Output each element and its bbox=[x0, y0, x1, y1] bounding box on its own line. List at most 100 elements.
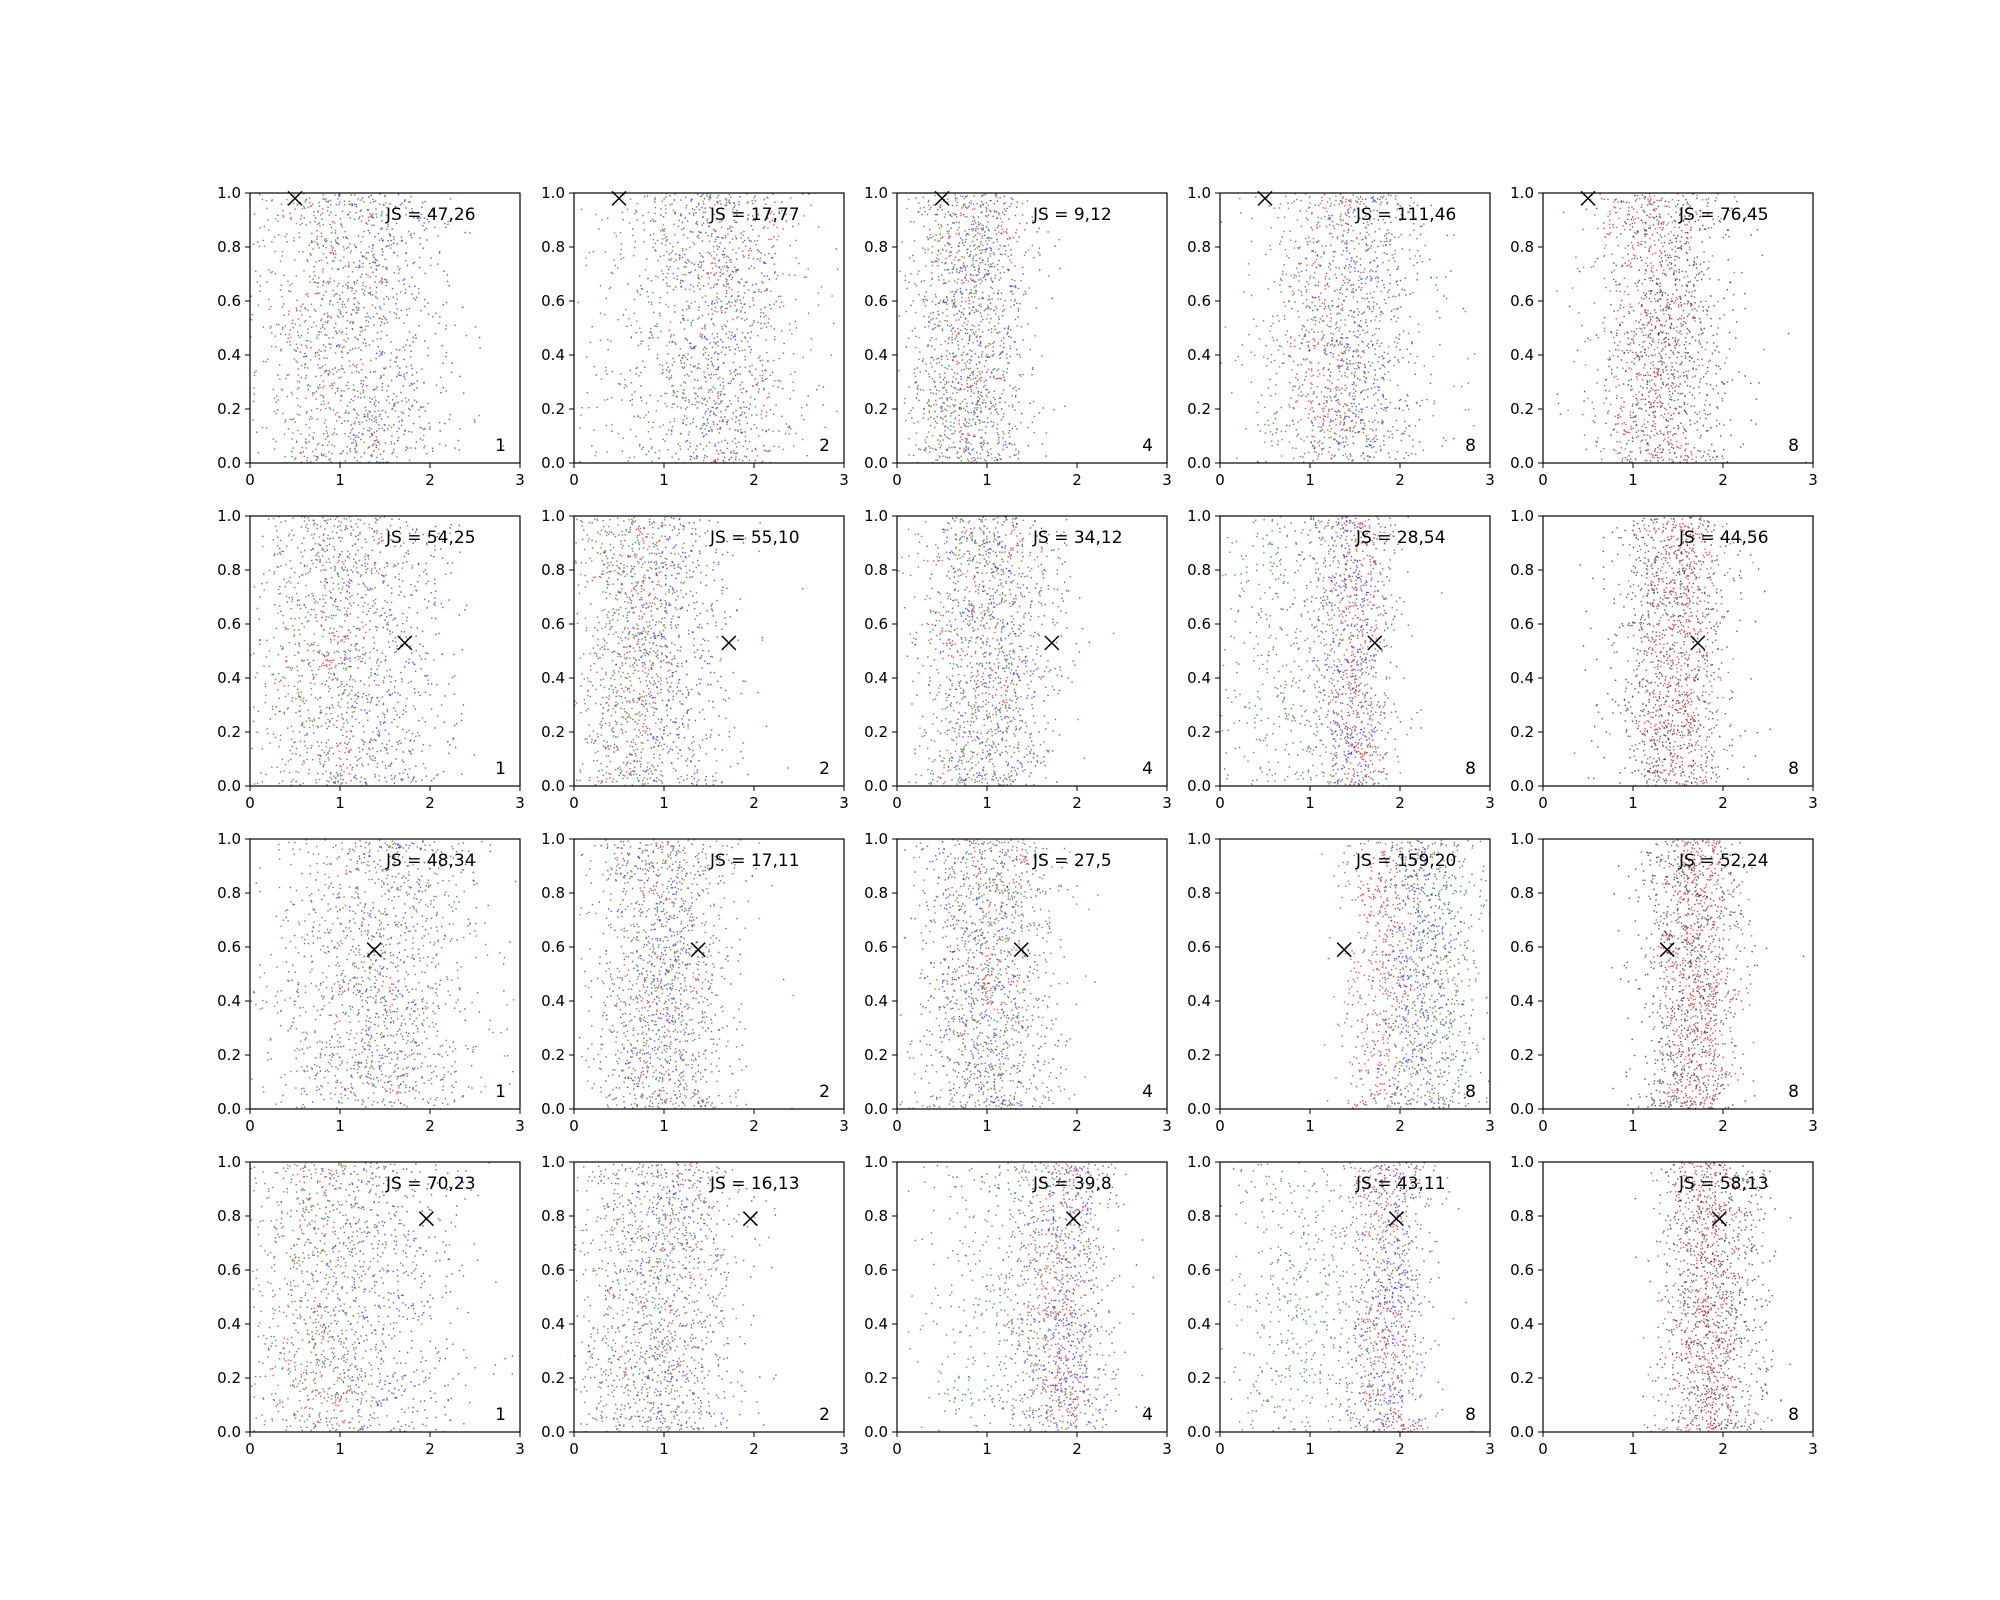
y-tick-label: 0.2 bbox=[1187, 1369, 1211, 1387]
x-tick-label: 0 bbox=[892, 794, 902, 812]
y-tick-label: 0.8 bbox=[541, 561, 565, 579]
scatter-points-blue bbox=[578, 839, 785, 1109]
y-tick-label: 0.0 bbox=[541, 1423, 565, 1441]
x-tick-label: 1 bbox=[982, 794, 992, 812]
axes-frame bbox=[1542, 515, 1814, 787]
x-tick-label: 1 bbox=[982, 1440, 992, 1458]
y-tick-label: 0.2 bbox=[864, 1369, 888, 1387]
cross-marker bbox=[1580, 190, 1596, 206]
scatter-points-red bbox=[251, 839, 501, 1109]
x-tick-label: 0 bbox=[1538, 471, 1548, 489]
x-tick-label: 2 bbox=[1718, 1440, 1728, 1458]
y-tick-label: 0.4 bbox=[1187, 992, 1211, 1010]
y-tick-label: 0.8 bbox=[1510, 884, 1534, 902]
x-tick-label: 0 bbox=[1215, 1440, 1225, 1458]
scatter-points-green bbox=[574, 1163, 777, 1432]
scatter-panel-r1-c1: 0 1 2 3 0.0 0.2 0.4 0.6 0.8 1.0 JS = 47,26 1 bbox=[217, 184, 525, 489]
x-tick-label: 1 bbox=[335, 1117, 345, 1135]
point-cloud bbox=[899, 839, 1099, 1109]
scatter-points-black bbox=[1573, 516, 1771, 786]
point-cloud bbox=[250, 193, 504, 463]
y-tick-label: 0.4 bbox=[541, 1315, 565, 1333]
scatter-points-red bbox=[599, 193, 839, 463]
y-tick-label: 0.2 bbox=[1187, 400, 1211, 418]
axes-frame bbox=[249, 838, 521, 1110]
x-tick-label: 1 bbox=[1628, 1440, 1638, 1458]
point-cloud bbox=[1556, 193, 1807, 463]
x-tick-label: 1 bbox=[1628, 471, 1638, 489]
x-tick-label: 2 bbox=[749, 794, 759, 812]
corner-label: 8 bbox=[1788, 436, 1799, 456]
js-label: JS = 47,26 bbox=[385, 205, 476, 225]
y-tick-label: 0.8 bbox=[1187, 561, 1211, 579]
scatter-points-blue bbox=[253, 840, 517, 1109]
scatter-points-green bbox=[1220, 516, 1409, 785]
y-tick-label: 0.6 bbox=[1510, 1261, 1534, 1279]
y-tick-label: 0.6 bbox=[1187, 938, 1211, 956]
point-cloud bbox=[898, 193, 1066, 463]
corner-label: 1 bbox=[495, 1082, 506, 1102]
scatter-points-blue bbox=[899, 839, 1068, 1108]
point-cloud bbox=[574, 1162, 777, 1432]
scatter-points-green bbox=[1220, 1162, 1473, 1432]
x-tick-label: 0 bbox=[1215, 1117, 1225, 1135]
axes-frame bbox=[1542, 1161, 1814, 1433]
y-tick-label: 0.2 bbox=[1187, 1046, 1211, 1064]
x-tick-label: 2 bbox=[749, 1440, 759, 1458]
scatter-panel-r3-c4: 0 1 2 3 0.0 0.2 0.4 0.6 0.8 1.0 JS = 159,20 8 bbox=[1187, 830, 1495, 1135]
corner-label: 2 bbox=[819, 759, 830, 779]
scatter-panel-r4-c3: 0 1 2 3 0.0 0.2 0.4 0.6 0.8 1.0 JS = 39,8 4 bbox=[864, 1153, 1172, 1458]
x-tick-label: 2 bbox=[1072, 1117, 1082, 1135]
cross-marker bbox=[1690, 635, 1706, 651]
x-tick-label: 3 bbox=[839, 794, 849, 812]
y-tick-label: 1.0 bbox=[1187, 184, 1211, 202]
point-cloud bbox=[1321, 839, 1490, 1109]
x-tick-label: 1 bbox=[659, 471, 669, 489]
point-cloud bbox=[1220, 516, 1443, 786]
x-tick-label: 0 bbox=[1538, 794, 1548, 812]
cross-marker bbox=[1336, 942, 1352, 958]
y-tick-label: 0.2 bbox=[541, 723, 565, 741]
point-cloud bbox=[578, 839, 794, 1109]
x-tick-label: 1 bbox=[1305, 794, 1315, 812]
scatter-points-green bbox=[574, 516, 734, 786]
y-tick-label: 0.8 bbox=[1187, 238, 1211, 256]
scatter-points-red bbox=[579, 839, 794, 1109]
corner-label: 4 bbox=[1142, 1405, 1153, 1425]
scatter-points-red bbox=[1262, 193, 1402, 460]
scatter-points-green bbox=[898, 194, 1050, 463]
x-tick-label: 1 bbox=[1628, 1117, 1638, 1135]
x-tick-label: 3 bbox=[1808, 794, 1818, 812]
cross-marker bbox=[397, 635, 413, 651]
point-cloud bbox=[574, 516, 804, 786]
y-tick-label: 1.0 bbox=[864, 184, 888, 202]
y-tick-label: 0.8 bbox=[1187, 884, 1211, 902]
scatter-points-blue bbox=[898, 516, 1090, 786]
y-tick-label: 1.0 bbox=[217, 507, 241, 525]
js-label: JS = 39,8 bbox=[1032, 1174, 1112, 1194]
y-tick-label: 0.6 bbox=[864, 1261, 888, 1279]
scatter-points-green bbox=[577, 193, 838, 463]
y-tick-label: 0.4 bbox=[1510, 669, 1534, 687]
x-tick-label: 1 bbox=[335, 794, 345, 812]
y-tick-label: 0.2 bbox=[1510, 400, 1534, 418]
y-tick-label: 0.8 bbox=[217, 884, 241, 902]
cross-marker bbox=[418, 1211, 434, 1227]
scatter-points-blue bbox=[1288, 516, 1443, 786]
point-cloud bbox=[1220, 1162, 1473, 1432]
y-tick-label: 1.0 bbox=[541, 830, 565, 848]
js-label: JS = 27,5 bbox=[1032, 851, 1112, 871]
y-tick-label: 0.2 bbox=[1187, 723, 1211, 741]
js-label: JS = 76,45 bbox=[1678, 205, 1769, 225]
y-tick-label: 0.0 bbox=[217, 777, 241, 795]
x-tick-label: 0 bbox=[892, 1117, 902, 1135]
scatter-panel-r1-c5: 0 1 2 3 0.0 0.2 0.4 0.6 0.8 1.0 JS = 76,45 8 bbox=[1510, 184, 1818, 489]
x-tick-label: 3 bbox=[1162, 471, 1172, 489]
scatter-points-black bbox=[1634, 1162, 1792, 1431]
y-tick-label: 0.2 bbox=[1510, 1369, 1534, 1387]
y-tick-label: 0.8 bbox=[1187, 1207, 1211, 1225]
axes-frame bbox=[1219, 1161, 1491, 1433]
scatter-points-green bbox=[580, 839, 793, 1109]
point-cloud bbox=[1220, 193, 1476, 463]
y-tick-label: 0.6 bbox=[1187, 615, 1211, 633]
